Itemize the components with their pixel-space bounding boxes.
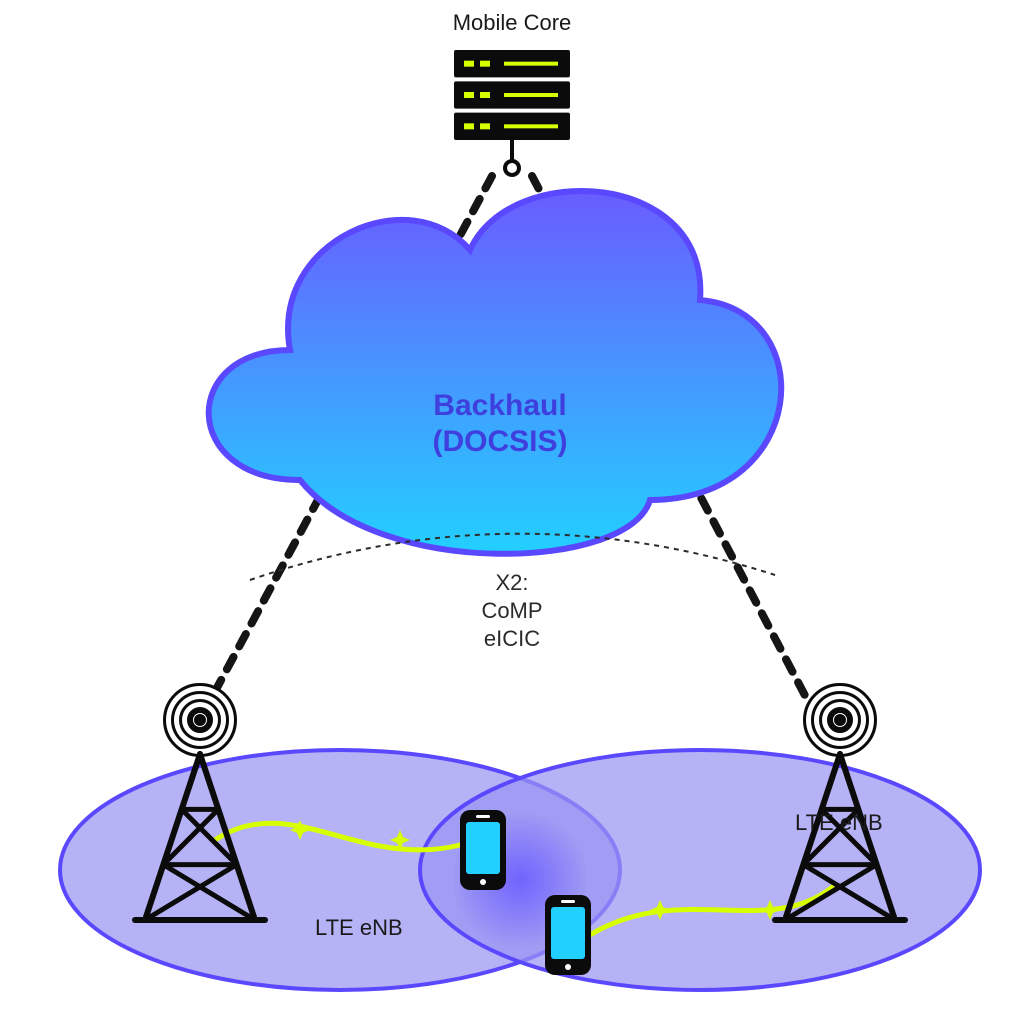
mobile-core-label: Mobile Core xyxy=(453,10,572,35)
phone-icon-1 xyxy=(460,810,506,890)
enb-label-right: LTE eNB xyxy=(795,810,883,835)
server-rack-icon xyxy=(454,50,570,140)
rack-connector-node xyxy=(505,161,519,175)
cloud-label-line2: (DOCSIS) xyxy=(433,425,568,458)
backhaul-cloud: Backhaul (DOCSIS) xyxy=(209,191,781,554)
cloud-label-line1: Backhaul xyxy=(433,389,566,422)
x2-label-line2: CoMP xyxy=(481,598,542,623)
phone-icon-2 xyxy=(545,895,591,975)
x2-label-line3: eICIC xyxy=(484,626,540,651)
x2-label-line1: X2: xyxy=(495,570,528,595)
enb-label-left: LTE eNB xyxy=(315,915,403,940)
diagram-canvas: Backhaul (DOCSIS) X2: CoMP eICIC Mobile … xyxy=(0,0,1024,1024)
